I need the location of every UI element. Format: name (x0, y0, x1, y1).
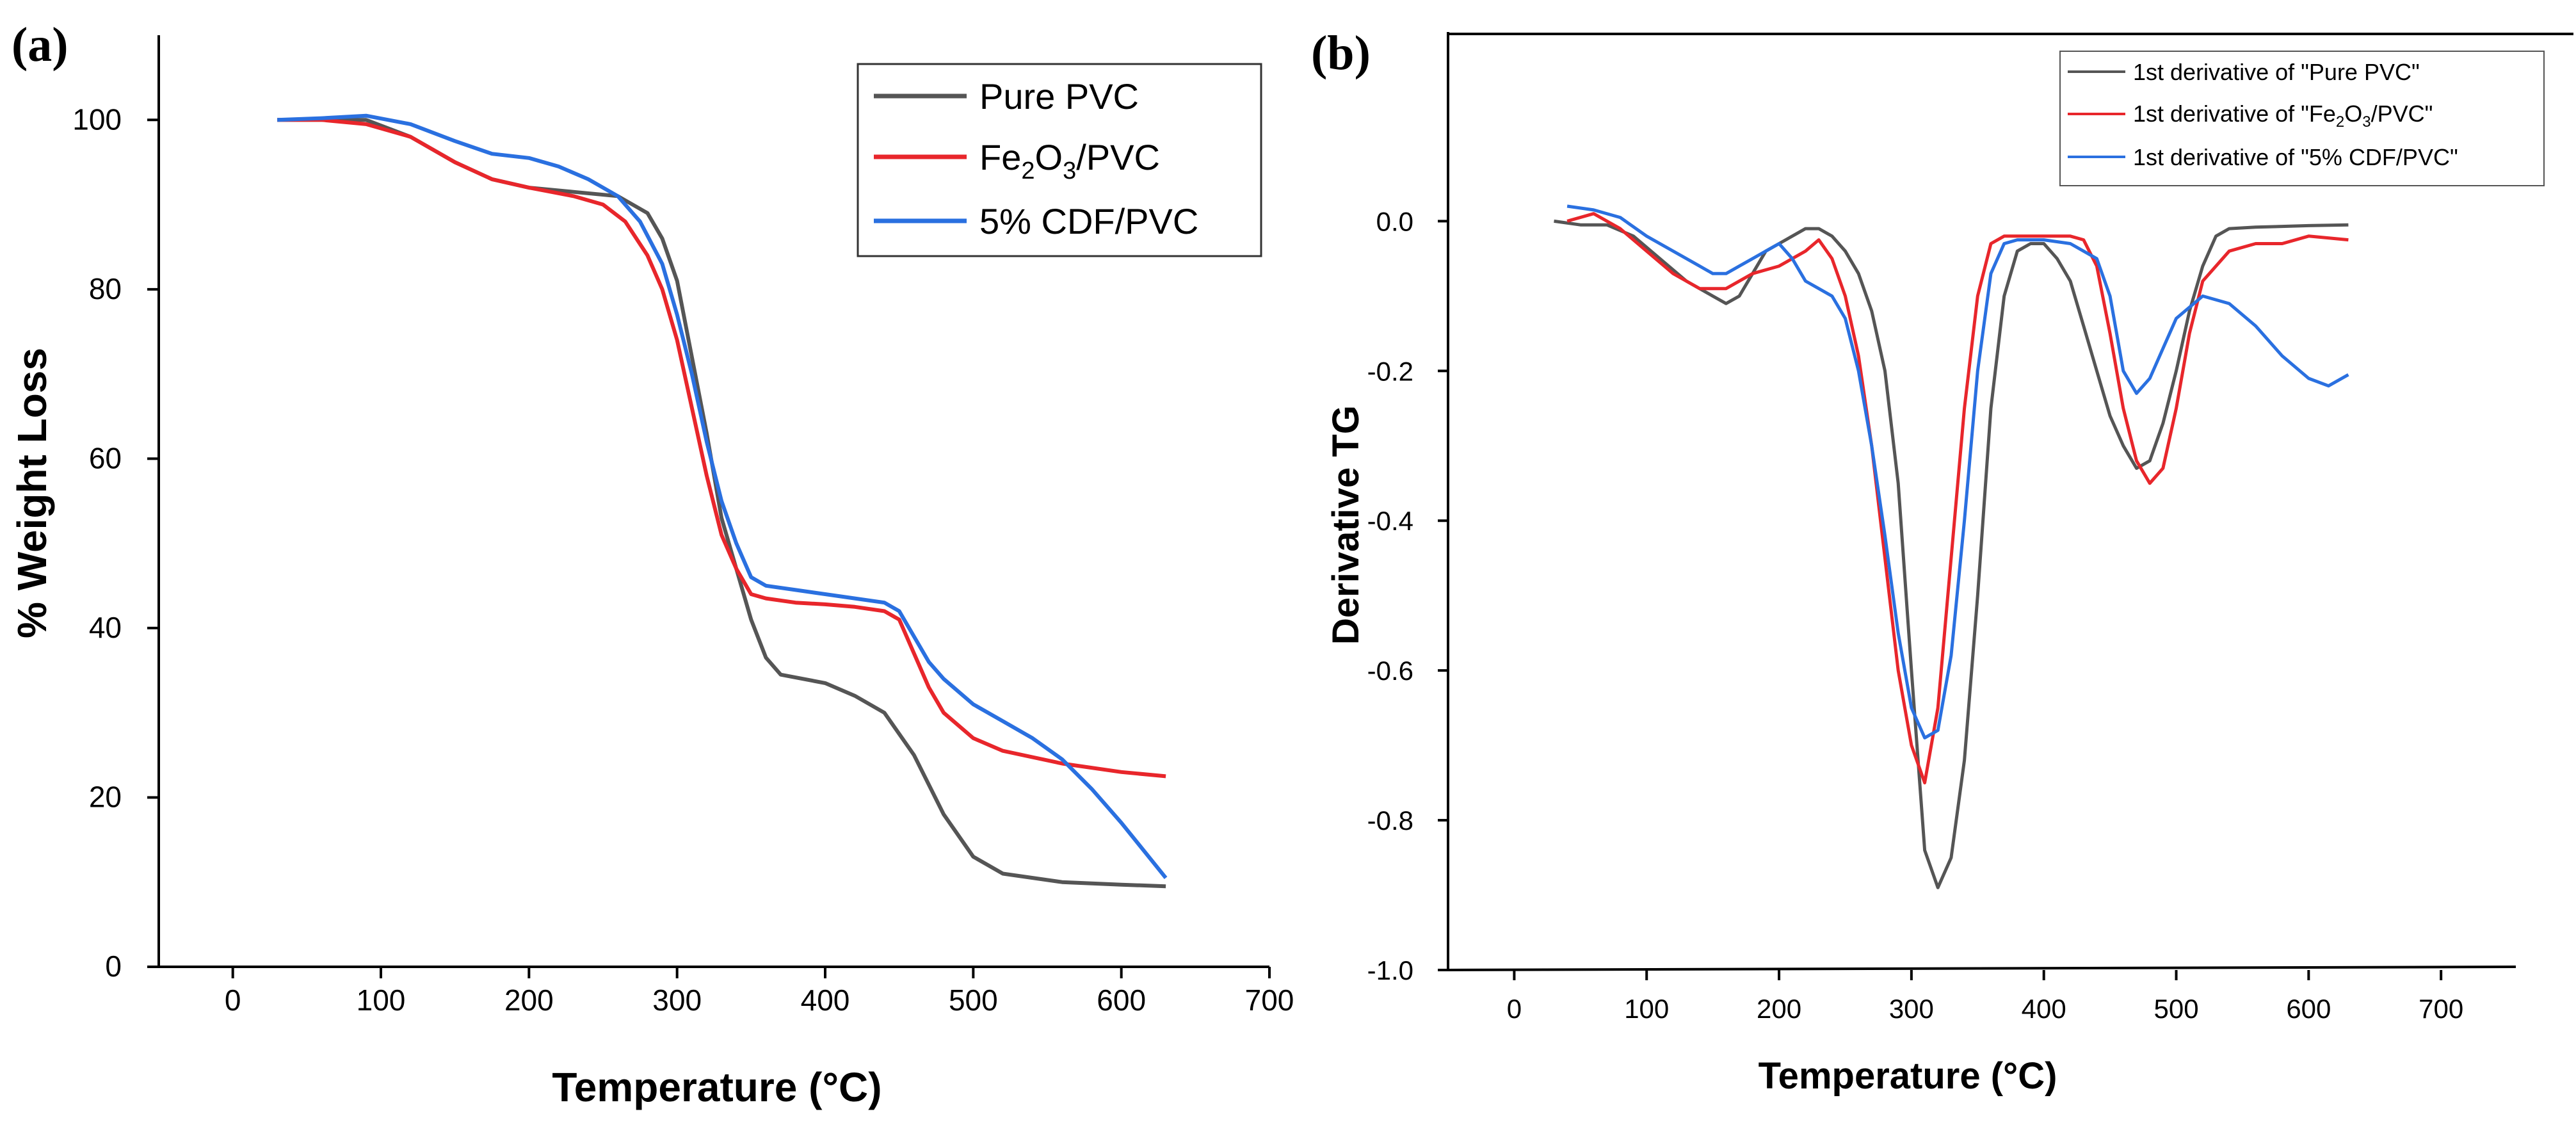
y-tick-label: -0.4 (1367, 506, 1413, 536)
x-tick-label: 300 (1889, 994, 1934, 1024)
y-tick-label: -0.2 (1367, 356, 1413, 386)
panel-a: (a) 0 100 200 300 400 500 600 700 0 20 40 60 80 100 T… (9, 18, 1294, 1110)
x-tick-label: 400 (801, 983, 850, 1017)
x-tick-label: 600 (1097, 983, 1146, 1017)
panel-label-b: (b) (1311, 26, 1371, 80)
x-tick-label: 0 (225, 983, 241, 1017)
y-tick-label: -0.6 (1367, 656, 1413, 686)
y-tick-label: -0.8 (1367, 805, 1413, 836)
y-tick-label: 80 (89, 272, 122, 305)
y-tick-label: 100 (72, 102, 122, 136)
series-line-deriv-pure-pvc (1554, 219, 2349, 889)
series-line-deriv-fe2o3-pvc (1566, 212, 2349, 785)
x-tick-label: 100 (1624, 994, 1669, 1024)
legend-label-cdf-pvc: 5% CDF/PVC (979, 201, 1198, 241)
x-tick-label: 0 (1507, 994, 1522, 1024)
panel-label-a: (a) (12, 18, 68, 72)
x-tick-label: 300 (652, 983, 702, 1017)
series-line-cdf-pvc (277, 113, 1168, 879)
x-tick-label: 700 (1245, 983, 1294, 1017)
legend-label-fe2o3-pvc: Fe2O3/PVC (979, 137, 1160, 184)
y-tick-label: 0.0 (1376, 206, 1413, 236)
x-tick-label: 100 (357, 983, 406, 1017)
x-tick-label: 500 (2153, 994, 2198, 1024)
legend-label-pure-pvc: Pure PVC (979, 76, 1139, 117)
legend-label-deriv-cdf-pvc: 1st derivative of "5% CDF/PVC" (2133, 144, 2458, 170)
x-axis-title-b: Temperature (°C) (1759, 1055, 2057, 1097)
y-tick-label: 0 (105, 950, 122, 983)
x-axis-b (1447, 966, 2516, 971)
x-tick-label: 400 (2022, 994, 2066, 1024)
x-tick-label: 200 (504, 983, 554, 1017)
y-tick-label: 60 (89, 441, 122, 474)
ticks-a: 0 100 200 300 400 500 600 700 0 20 40 60 80 100 (72, 102, 1294, 1017)
legend-box-b (2059, 51, 2545, 186)
x-tick-label: 200 (1757, 994, 1801, 1024)
legend-b: 1st derivative of "Pure PVC" 1st derivat… (2059, 51, 2545, 186)
series-line-fe2o3-pvc (277, 118, 1166, 779)
y-tick-label: 40 (89, 611, 122, 644)
x-axis-title-a: Temperature (°C) (552, 1064, 881, 1110)
series-line-deriv-cdf-pvc (1566, 204, 2349, 740)
y-tick-label: -1.0 (1367, 955, 1413, 985)
panel-b: (b) 0 100 200 300 400 500 600 700 -1.0 -0.8 -0.6 -0… (1311, 26, 2573, 1097)
legend-label-deriv-pure-pvc: 1st derivative of "Pure PVC" (2133, 59, 2420, 85)
y-axis-title-b: Derivative TG (1325, 405, 1367, 645)
x-tick-label: 500 (949, 983, 998, 1017)
legend-a: Pure PVC Fe2O3/PVC 5% CDF/PVC (857, 63, 1262, 257)
ticks-b: 0 100 200 300 400 500 600 700 -1.0 -0.8 -0.6 -0.4 -0… (1367, 206, 2464, 1024)
y-axis-title-a: % Weight Loss (9, 348, 55, 638)
y-tick-label: 20 (89, 780, 122, 813)
x-tick-label: 600 (2286, 994, 2331, 1024)
x-tick-label: 700 (2419, 994, 2463, 1024)
legend-label-deriv-fe2o3-pvc: 1st derivative of "Fe2O3/PVC" (2133, 101, 2433, 131)
